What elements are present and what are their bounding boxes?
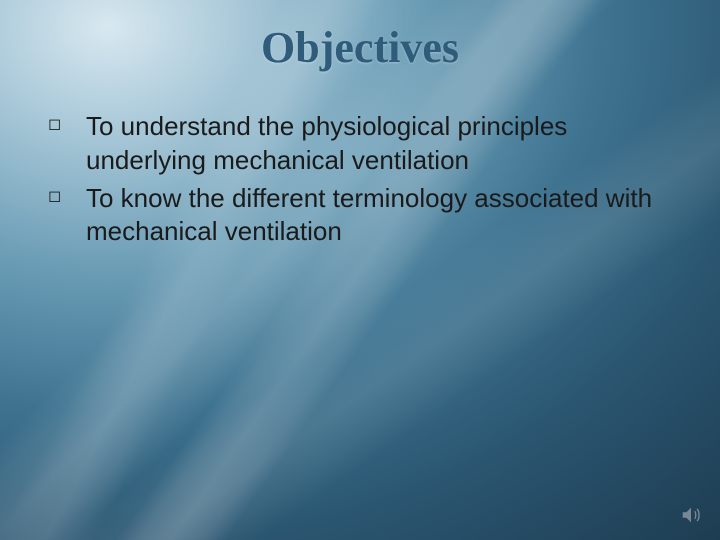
- bullet-text: To understand the physiological principl…: [86, 110, 680, 178]
- light-rays-overlay: [0, 0, 720, 540]
- bullet-marker-icon: ◻: [42, 182, 86, 206]
- slide-title: Objectives: [0, 22, 720, 73]
- bullet-text: To know the different terminology associ…: [86, 182, 680, 250]
- slide: Objectives ◻ To understand the physiolog…: [0, 0, 720, 540]
- speaker-icon: [680, 504, 702, 526]
- list-item: ◻ To understand the physiological princi…: [42, 110, 680, 178]
- list-item: ◻ To know the different terminology asso…: [42, 182, 680, 250]
- bullet-list: ◻ To understand the physiological princi…: [42, 110, 680, 253]
- bullet-marker-icon: ◻: [42, 110, 86, 134]
